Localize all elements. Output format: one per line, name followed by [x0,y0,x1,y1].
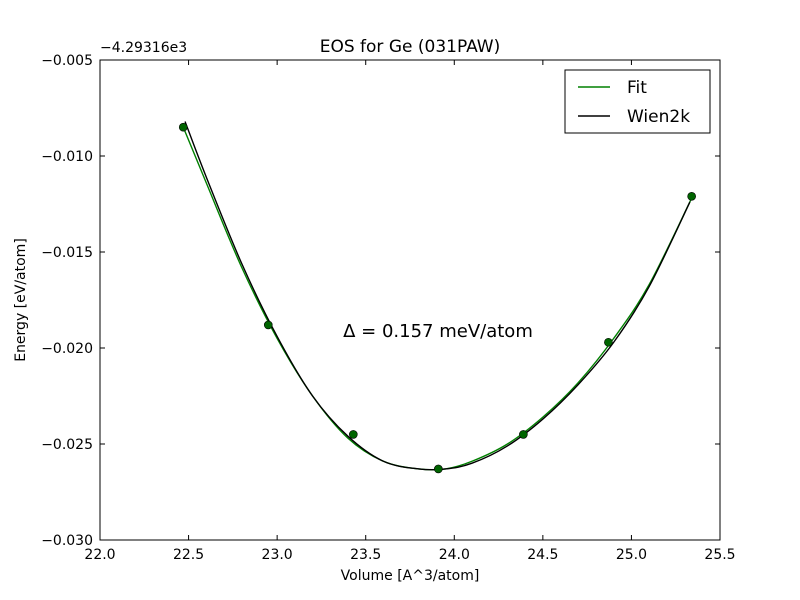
data-point [263,320,273,330]
data-point [604,337,613,347]
x-tick-label: 23.5 [350,547,381,563]
x-tick-label: 23.0 [262,547,293,563]
data-point [434,464,443,474]
y-tick-label: −0.030 [41,533,93,549]
plot-area [100,60,720,540]
y-tick-label: −0.025 [41,437,93,453]
y-axis-label: Energy [eV/atom] [13,238,29,362]
x-tick-label: 24.5 [527,547,558,563]
x-tick-label: 24.0 [439,547,470,563]
data-point [687,192,696,201]
y-offset-label: −4.29316e3 [100,40,187,56]
x-axis-label: Volume [A^3/atom] [341,568,480,584]
data-point [519,430,528,439]
series-lines [182,121,693,471]
delta-annotation: Δ = 0.157 meV/atom [343,321,533,342]
legend-box [564,69,711,134]
x-axis-ticks: 22.0 22.5 23.0 23.5 24.0 24.5 25.0 25.5 [84,60,736,563]
chart-title: EOS for Ge (031PAW) [320,37,501,57]
axes-frame [99,59,721,541]
data-point [349,430,358,439]
legend-label-fit: Fit [627,78,647,98]
y-tick-label: −0.005 [41,53,93,69]
x-tick-label: 25.5 [704,547,735,563]
x-tick-label: 22.0 [84,547,115,563]
y-tick-label: −0.010 [41,149,93,165]
data-points [178,122,696,474]
legend: Fit Wien2k [564,69,711,134]
data-point [178,122,188,132]
x-tick-label: 25.0 [616,547,647,563]
series-line-wien2k [184,121,691,471]
y-axis-ticks: −0.030 −0.025 −0.020 −0.015 −0.010 −0.005 [41,53,720,549]
legend-label-wien2k: Wien2k [627,107,690,127]
x-tick-label: 22.5 [173,547,204,563]
y-tick-label: −0.020 [41,341,93,357]
y-tick-label: −0.015 [41,245,93,261]
